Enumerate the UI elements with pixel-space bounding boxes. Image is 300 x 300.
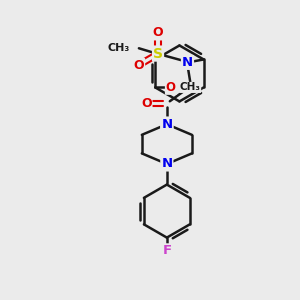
Text: N: N [161,118,172,131]
Text: CH₃: CH₃ [108,43,130,53]
Text: O: O [153,26,163,40]
Text: N: N [182,56,193,69]
Text: O: O [134,59,144,72]
Text: O: O [166,81,176,94]
Text: F: F [162,244,171,257]
Text: O: O [141,97,152,110]
Text: N: N [161,118,172,131]
Text: N: N [161,158,172,170]
Text: S: S [153,46,163,61]
Text: CH₃: CH₃ [180,82,201,92]
